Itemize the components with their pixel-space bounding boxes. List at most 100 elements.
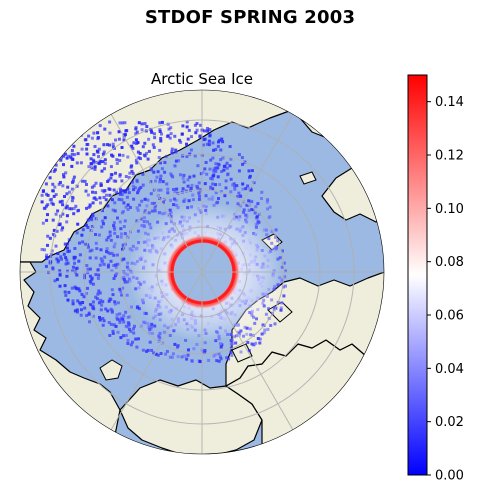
ice-pixel bbox=[198, 194, 201, 198]
ice-pixel bbox=[66, 298, 70, 302]
ice-pixel bbox=[60, 257, 63, 261]
ice-pixel bbox=[55, 229, 59, 233]
ice-pixel bbox=[108, 193, 112, 197]
ice-pixel bbox=[190, 359, 194, 363]
ice-pixel bbox=[65, 214, 69, 218]
ice-pixel bbox=[280, 301, 284, 305]
ice-pixel bbox=[179, 173, 182, 177]
ice-pixel bbox=[83, 179, 87, 183]
ice-pixel bbox=[237, 333, 241, 337]
ice-pixel bbox=[90, 218, 94, 222]
ice-pixel bbox=[72, 144, 76, 148]
ice-pixel bbox=[128, 327, 131, 331]
ice-pixel bbox=[258, 337, 262, 341]
meridian-diag-2 bbox=[110, 113, 294, 431]
ice-pixel bbox=[148, 340, 152, 344]
ice-pixel bbox=[103, 255, 107, 259]
ice-pixel bbox=[112, 264, 116, 267]
ice-pixel bbox=[217, 140, 220, 144]
ice-pixel bbox=[185, 357, 189, 361]
ice-pixel bbox=[191, 193, 195, 197]
ice-pixel bbox=[66, 250, 70, 253]
ice-pixel bbox=[168, 355, 172, 359]
ice-pixel bbox=[140, 122, 144, 126]
ice-pixel bbox=[64, 293, 68, 297]
ice-pixel bbox=[201, 170, 205, 174]
ice-pixel bbox=[116, 330, 120, 334]
ice-pixel bbox=[132, 188, 136, 192]
ice-pixel bbox=[102, 222, 105, 226]
ice-pixel bbox=[241, 162, 245, 166]
ice-pixel bbox=[214, 166, 218, 170]
ice-pixel bbox=[63, 242, 67, 246]
ice-pixel bbox=[96, 150, 100, 154]
ice-pixel bbox=[247, 349, 251, 353]
ice-pixel bbox=[146, 220, 149, 224]
ice-pixel bbox=[81, 240, 85, 244]
ice-pixel bbox=[170, 355, 174, 359]
ice-pixel bbox=[140, 128, 144, 132]
ice-pixel bbox=[209, 176, 213, 180]
ice-pixel bbox=[209, 187, 212, 191]
ice-pixel bbox=[64, 206, 68, 210]
ice-pixel bbox=[158, 211, 162, 215]
ice-pixel bbox=[53, 279, 57, 283]
ice-pixel bbox=[76, 209, 80, 213]
ice-pixel bbox=[86, 271, 90, 275]
ice-pixel bbox=[106, 265, 110, 269]
ice-pixel bbox=[249, 199, 253, 203]
ice-pixel bbox=[145, 125, 149, 128]
ice-pixel bbox=[199, 172, 203, 176]
ice-pixel bbox=[124, 242, 127, 246]
ice-pixel bbox=[150, 209, 154, 213]
ice-pixel bbox=[206, 127, 209, 130]
ice-pixel bbox=[54, 163, 58, 167]
ice-pixel bbox=[128, 171, 132, 175]
ice-pixel bbox=[129, 343, 133, 347]
ice-pixel bbox=[186, 184, 190, 188]
ice-pixel bbox=[146, 198, 150, 202]
ice-pixel bbox=[118, 121, 122, 125]
ice-pixel bbox=[56, 209, 60, 213]
ice-pixel bbox=[73, 247, 77, 250]
ice-pixel bbox=[127, 176, 131, 179]
ice-pixel bbox=[90, 277, 94, 281]
ice-pixel bbox=[115, 158, 119, 162]
ice-pixel bbox=[106, 204, 110, 208]
ice-pixel bbox=[99, 182, 103, 186]
ice-pixel bbox=[250, 342, 254, 346]
ice-pixel bbox=[117, 197, 121, 201]
ice-pixel bbox=[121, 243, 125, 247]
ice-pixel bbox=[109, 322, 113, 326]
ice-pixel bbox=[97, 155, 100, 159]
ice-pixel bbox=[132, 141, 136, 145]
ice-pixel bbox=[145, 204, 149, 208]
ice-pixel bbox=[193, 154, 197, 158]
ice-pixel bbox=[74, 286, 78, 290]
ice-pixel bbox=[83, 306, 87, 310]
ice-pixel bbox=[72, 212, 76, 216]
ice-pixel bbox=[254, 205, 258, 209]
ice-pixel bbox=[237, 169, 241, 173]
ice-pixel bbox=[52, 228, 56, 232]
ice-pixel bbox=[128, 247, 132, 251]
ice-pixel bbox=[211, 195, 215, 199]
ice-pixel bbox=[219, 345, 223, 349]
ice-pixel bbox=[121, 334, 125, 338]
ice-pixel bbox=[267, 216, 271, 220]
ice-pixel bbox=[114, 265, 118, 269]
ice-pixel bbox=[114, 263, 118, 267]
ice-pixel bbox=[120, 179, 124, 183]
ice-pixel bbox=[62, 252, 66, 256]
ice-pixel bbox=[158, 130, 162, 133]
ice-pixel bbox=[182, 199, 186, 203]
ice-pixel bbox=[66, 185, 70, 189]
ice-pixel bbox=[91, 190, 94, 194]
ice-pixel bbox=[159, 139, 163, 143]
ice-pixel bbox=[187, 199, 191, 203]
ice-pixel bbox=[150, 348, 154, 352]
ice-pixel bbox=[149, 325, 153, 329]
ice-pixel bbox=[214, 183, 217, 187]
ice-pixel bbox=[61, 226, 65, 230]
ice-pixel bbox=[207, 139, 211, 143]
